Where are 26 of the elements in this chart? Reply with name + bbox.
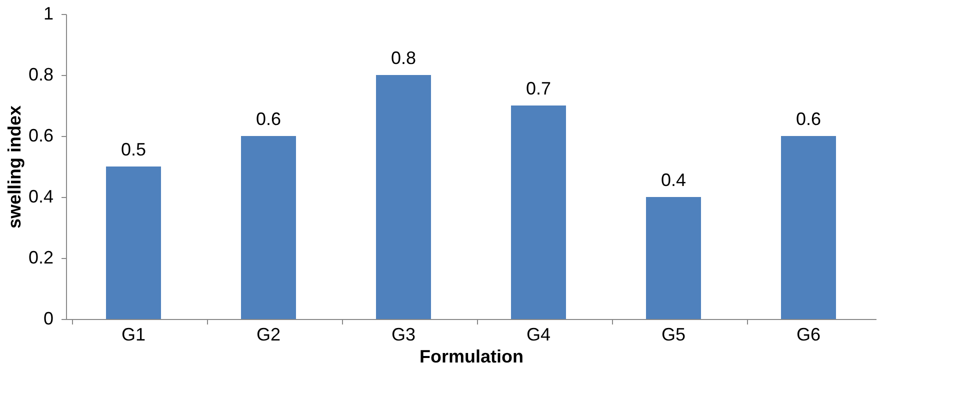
x-tick-label: G6 (796, 324, 821, 344)
data-label: 0.7 (526, 78, 552, 98)
x-axis-title: Formulation (420, 346, 524, 366)
bar (646, 197, 701, 319)
data-label: 0.6 (256, 109, 282, 129)
y-tick-label: 0 (43, 308, 54, 328)
data-label: 0.5 (120, 140, 146, 160)
bar (781, 136, 836, 319)
y-tick-label: 1 (43, 4, 54, 24)
bar (241, 136, 296, 319)
y-tick-label: 0.4 (28, 186, 54, 206)
x-tick-label: G5 (661, 324, 686, 344)
bar (376, 75, 431, 319)
y-axis-title: swelling index (4, 105, 24, 229)
data-label: 0.8 (390, 48, 416, 68)
x-tick-label: G1 (121, 324, 146, 344)
bar (511, 106, 566, 319)
x-tick-label: G2 (256, 324, 281, 344)
x-tick-label: G4 (526, 324, 551, 344)
y-tick-label: 0.2 (28, 248, 54, 268)
data-label: 0.4 (660, 170, 686, 190)
bar (106, 166, 161, 319)
x-tick-label: G3 (391, 324, 416, 344)
y-tick-label: 0.6 (28, 126, 54, 146)
y-tick-label: 0.8 (28, 64, 54, 84)
data-label: 0.6 (796, 109, 822, 129)
